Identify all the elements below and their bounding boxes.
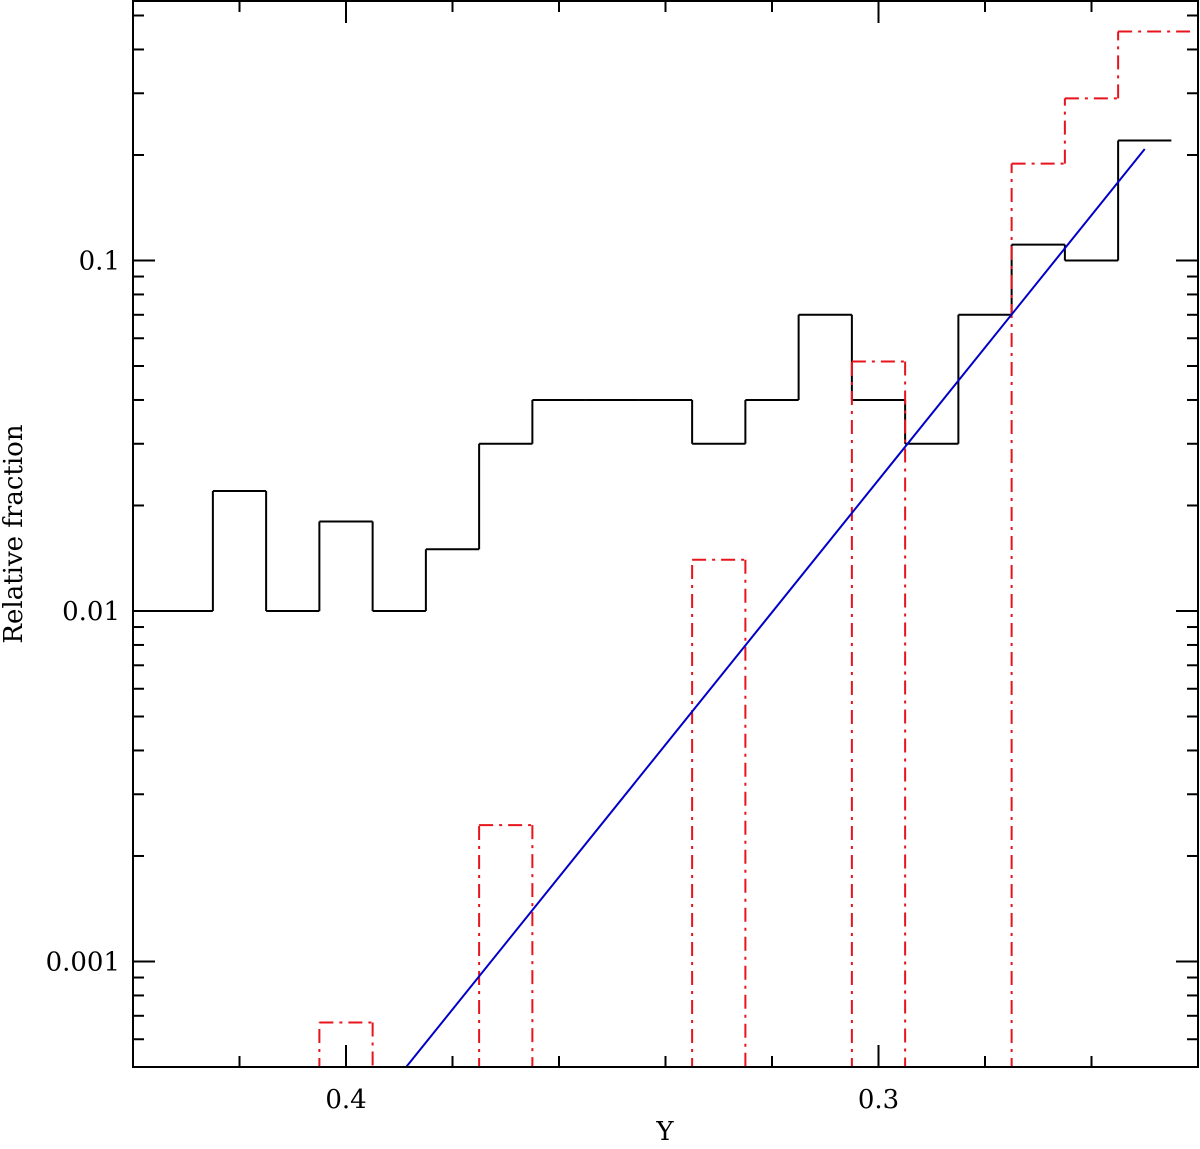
x-axis-label: Y [655,1117,674,1147]
y-tick-label: 0.001 [46,947,120,977]
y-axis-label: Relative fraction [0,424,29,643]
x-tick-label: 0.3 [858,1085,899,1115]
y-tick-label: 0.01 [62,597,120,627]
plot-frame [132,0,1199,1068]
y-tick-label: 0.1 [79,246,120,276]
x-tick-label: 0.4 [325,1085,366,1115]
fit-line [405,148,1146,1067]
plot-area [133,30,1191,1067]
